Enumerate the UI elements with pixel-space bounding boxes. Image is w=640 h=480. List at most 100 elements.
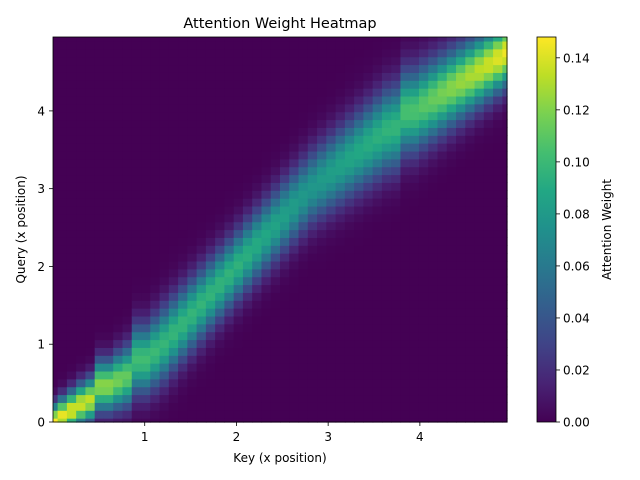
heatmap-cell [205,213,216,223]
heatmap-cell [372,355,383,364]
heatmap-cell [252,135,263,144]
heatmap-cell [335,418,346,423]
heatmap-cell [103,48,114,58]
heatmap-cell [141,213,151,223]
heatmap-cell [85,48,96,58]
heatmap-cell [141,323,151,333]
heatmap-cell [372,394,383,403]
heatmap-cell [57,174,68,183]
heatmap-cell [57,292,68,301]
heatmap-cell [122,323,133,333]
heatmap-cell [465,386,476,396]
heatmap-cell [113,229,124,238]
heatmap-cell [372,402,383,411]
heatmap-cell [85,410,96,419]
heatmap-cell [317,150,327,160]
heatmap-cell [131,174,142,183]
heatmap-cell [428,260,439,270]
heatmap-cell [141,166,151,176]
heatmap-cell [150,48,161,58]
heatmap-cell [372,386,383,396]
heatmap-cell [381,268,392,278]
heatmap-cell [66,276,77,286]
heatmap-cell [474,347,485,356]
heatmap-cell [178,229,188,238]
heatmap-cell [215,308,226,317]
heatmap-cell [298,370,309,380]
heatmap-cell [409,370,420,380]
heatmap-cell [168,80,179,89]
heatmap-cell [381,40,392,50]
heatmap-cell [344,418,355,423]
heatmap-cell [381,331,392,341]
heatmap-cell [391,237,402,246]
heatmap-cell [122,95,133,105]
heatmap-cell [53,174,59,183]
heatmap-cell [354,166,364,176]
heatmap-cell [168,229,179,238]
heatmap-cell [400,37,411,42]
heatmap-cell [57,103,68,113]
heatmap-cell [409,300,420,309]
heatmap-cell [391,88,402,97]
heatmap-cell [113,315,124,325]
heatmap-cell [298,103,309,113]
heatmap-cell [289,88,300,97]
heatmap-cell [437,40,448,50]
heatmap-cell [344,276,355,286]
heatmap-cell [224,37,235,42]
heatmap-cell [113,103,124,113]
heatmap-cell [131,268,142,278]
heatmap-cell [493,276,503,286]
heatmap-cell [242,363,253,372]
heatmap-cell [242,95,253,105]
heatmap-cell [474,276,485,286]
heatmap-cell [168,418,179,423]
heatmap-cell [400,268,411,278]
heatmap-cell [57,402,68,411]
heatmap-cell [437,355,448,364]
heatmap-cell [103,245,114,254]
heatmap-cell [493,308,503,317]
heatmap-cell [446,418,457,423]
heatmap-cell [391,370,402,380]
heatmap-cell [483,260,494,270]
heatmap-cell [131,213,142,223]
heatmap-cell [122,402,133,411]
heatmap-cell [289,72,300,81]
heatmap-cell [363,221,374,231]
heatmap-cell [150,37,161,42]
heatmap-cell [326,276,337,286]
heatmap-cell [168,205,179,215]
heatmap-cell [465,378,476,388]
heatmap-cell [150,150,161,160]
heatmap-cell [57,284,68,293]
heatmap-cell [335,323,346,333]
heatmap-cell [270,402,281,411]
heatmap-cell [122,355,133,364]
heatmap-cell [103,315,114,325]
heatmap-cell [317,221,327,231]
heatmap-cell [131,378,142,388]
heatmap-cell [53,205,59,215]
heatmap-cell [446,315,457,325]
heatmap-cell [307,48,318,58]
heatmap-cell [53,410,59,419]
heatmap-cell [391,245,402,254]
heatmap-cell [493,402,503,411]
heatmap-cell [437,143,448,152]
heatmap-cell [76,182,87,191]
heatmap-cell [159,268,170,278]
heatmap-cell [502,37,508,42]
heatmap-cell [418,56,429,66]
heatmap-cell [298,253,309,262]
heatmap-cell [66,111,77,121]
heatmap-cell [94,402,105,411]
heatmap-cell [168,166,179,176]
heatmap-cell [363,284,374,293]
heatmap-cell [344,323,355,333]
heatmap-cell [409,56,420,66]
heatmap-cell [465,80,476,89]
heatmap-cell [418,370,429,380]
heatmap-cell [141,300,151,309]
